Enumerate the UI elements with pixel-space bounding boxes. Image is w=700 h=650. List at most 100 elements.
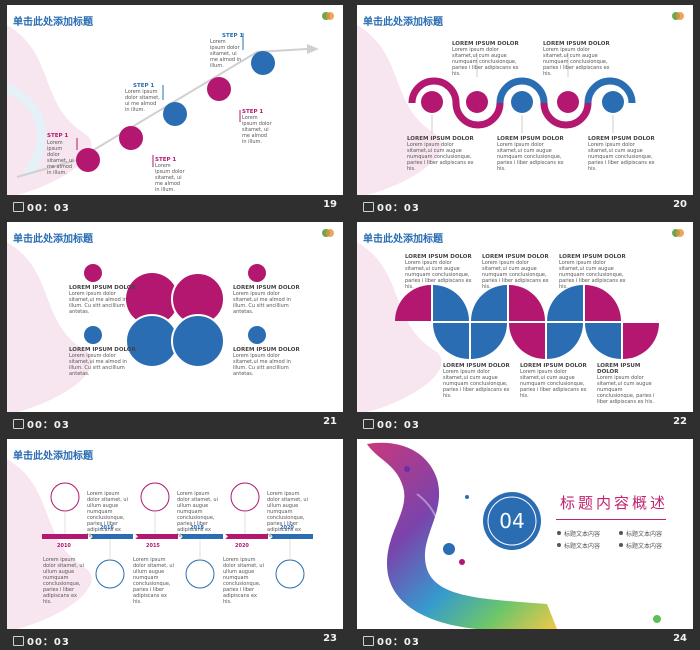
text-block: LOREM IPSUM DOLOR Lorem ipsum dolor sitam…	[559, 254, 626, 290]
step-label: STEP 1	[47, 133, 69, 139]
step-text: Lorem ipsum dolor sitamet, ui me almod i…	[155, 163, 185, 193]
section-number: 04	[499, 509, 525, 533]
transition-indicator: 00：03	[13, 199, 70, 214]
year-label: 2016	[100, 525, 114, 531]
overview-item: 标题文本内容	[557, 529, 600, 538]
transition-indicator: 00：03	[13, 416, 70, 431]
overview-item: 标题文本内容	[619, 529, 662, 538]
slide-footer: 00：03 23	[7, 629, 343, 650]
text-block: LOREM IPSUM DOLOR Lorem ipsum dolor sitam…	[69, 347, 136, 377]
step-text: Lorem ipsum dolor sitamet, ui me almod i…	[242, 115, 272, 145]
slide-duration: 00：03	[27, 420, 70, 431]
color-splash-illustration	[367, 442, 661, 629]
ink-wash-decoration	[357, 242, 442, 412]
text-block: LOREM IPSUM DOLOR Lorem ipsum dolor sitam…	[69, 285, 136, 315]
text-block: Lorem ipsum dolor sitamet, ui ullum augu…	[87, 491, 128, 539]
star-icon	[363, 202, 374, 212]
divider	[556, 519, 666, 520]
bullet-icon	[557, 531, 561, 535]
transition-indicator: 00：03	[363, 416, 420, 431]
slide-title: 单击此处添加标题	[13, 451, 93, 462]
star-icon	[363, 636, 374, 646]
slide-footer: 00：03 19	[7, 195, 343, 216]
slide-footer: 00：03 20	[357, 195, 693, 216]
year-label: 2018	[190, 525, 204, 531]
slide-duration: 00：03	[377, 203, 420, 214]
overview-item: 标题文本内容	[557, 541, 600, 550]
quarter-circle-diagram	[395, 285, 659, 359]
star-icon	[13, 419, 24, 429]
text-block: LOREM IPSUM DOLOR Lorem ipsum dolor sitam…	[233, 285, 300, 315]
text-block: LOREM IPSUM DOLOR Lorem ipsum dolor sitam…	[588, 136, 655, 172]
slide-number: 21	[323, 416, 337, 427]
venn-diagram	[84, 264, 266, 368]
section-title: 标题内容概述	[560, 494, 669, 512]
slide-number: 19	[323, 199, 337, 210]
text-block: LOREM IPSUM DOLOR Lorem ipsum dolor sitam…	[233, 347, 300, 377]
text-block: LOREM IPSUM DOLOR Lorem ipsum dolor sitam…	[543, 41, 610, 77]
step-label: STEP 1	[155, 157, 177, 163]
ink-wash-decoration	[7, 242, 92, 412]
bullet-icon	[619, 543, 623, 547]
step-diagram	[16, 33, 319, 178]
year-label: 2020	[235, 543, 249, 549]
slide-duration: 00：03	[377, 420, 420, 431]
text-block: LOREM IPSUM DOLOR Lorem ipsum dolor sitam…	[452, 41, 519, 77]
text-block: LOREM IPSUM DOLOR Lorem ipsum dolor sitam…	[482, 254, 549, 290]
logo-icon	[322, 229, 334, 237]
text-block: LOREM IPSUM DOLOR Lorem ipsum dolor sitam…	[497, 136, 564, 172]
slide-canvas: 04 标题内容概述 标题文本内容 标题文本内容 标题文本内容 标题文本内容	[357, 439, 693, 629]
text-block: LOREM IPSUM DOLOR Lorem ipsum dolor sitam…	[405, 254, 472, 290]
slide-canvas: 单击此处添加标题 LOREM IPSUM DOLOR Lorem ipsum do…	[357, 5, 693, 195]
step-text: Lorem ipsum dolor sitamet, ui me almod i…	[125, 89, 160, 113]
year-label: 2015	[146, 543, 160, 549]
slide-canvas: 单击此处添加标题 STEP 1 Lorem ipsum dolor sitame…	[7, 5, 343, 195]
text-block: LOREM IPSUM DOLOR Lorem ipsum dolor sitam…	[407, 136, 474, 172]
year-label: 2010	[57, 543, 71, 549]
ink-wash-decoration	[357, 25, 442, 195]
text-block: Lorem ipsum dolor sitamet, ui ullum augu…	[223, 557, 264, 605]
slide-footer: 00：03 24	[357, 629, 693, 650]
slide-number: 24	[673, 633, 687, 644]
bullet-icon	[619, 531, 623, 535]
wave-diagram	[408, 53, 636, 133]
step-text: Lorem ipsum dolor sitamet, ui me almod i…	[210, 39, 242, 69]
slide-duration: 00：03	[27, 637, 70, 648]
slide-duration: 00：03	[27, 203, 70, 214]
section-number-badge	[483, 492, 541, 550]
step-label: STEP 1	[222, 33, 244, 39]
text-block: Lorem ipsum dolor sitamet, ui ullum augu…	[133, 557, 174, 605]
star-icon	[363, 419, 374, 429]
text-block: LOREM IPSUM DOLOR Lorem ipsum dolor sitam…	[597, 363, 655, 405]
slide-footer: 00：03 21	[7, 412, 343, 433]
text-block: LOREM IPSUM DOLOR Lorem ipsum dolor sitam…	[520, 363, 587, 399]
slide-title: 单击此处添加标题	[363, 234, 443, 245]
slide-canvas: 单击此处添加标题 LOREM IPSUM DOLOR Lorem ipsum do…	[357, 222, 693, 412]
slide-duration: 00：03	[377, 637, 420, 648]
star-icon	[13, 202, 24, 212]
slide-title: 单击此处添加标题	[13, 17, 93, 28]
slide-number: 20	[673, 199, 687, 210]
year-label: 2020	[280, 525, 294, 531]
slide-title: 单击此处添加标题	[363, 17, 443, 28]
text-block: Lorem ipsum dolor sitamet, ui ullum augu…	[177, 491, 218, 539]
logo-icon	[672, 229, 684, 237]
step-label: STEP 1	[242, 109, 264, 115]
overview-item: 标题文本内容	[619, 541, 662, 550]
slide-title: 单击此处添加标题	[13, 234, 93, 245]
step-label: STEP 1	[133, 83, 155, 89]
slide-footer: 00：03 22	[357, 412, 693, 433]
step-text: Lorem ipsum dolor sitamet, ui me almod i…	[47, 140, 74, 176]
bullet-icon	[557, 543, 561, 547]
slide-number: 22	[673, 416, 687, 427]
text-block: Lorem ipsum dolor sitamet, ui ullum augu…	[267, 491, 308, 539]
timeline-diagram	[42, 482, 313, 589]
slide-canvas: 单击此处添加标题 Lorem ipsum dolo	[7, 439, 343, 629]
transition-indicator: 00：03	[363, 199, 420, 214]
ink-wash-decoration	[7, 25, 92, 195]
slide-number: 23	[323, 633, 337, 644]
text-block: Lorem ipsum dolor sitamet, ui ullum augu…	[43, 557, 84, 605]
logo-icon	[672, 12, 684, 20]
slide-canvas: 单击此处添加标题 LOREM IPSUM DOLOR Lorem ipsum do…	[7, 222, 343, 412]
